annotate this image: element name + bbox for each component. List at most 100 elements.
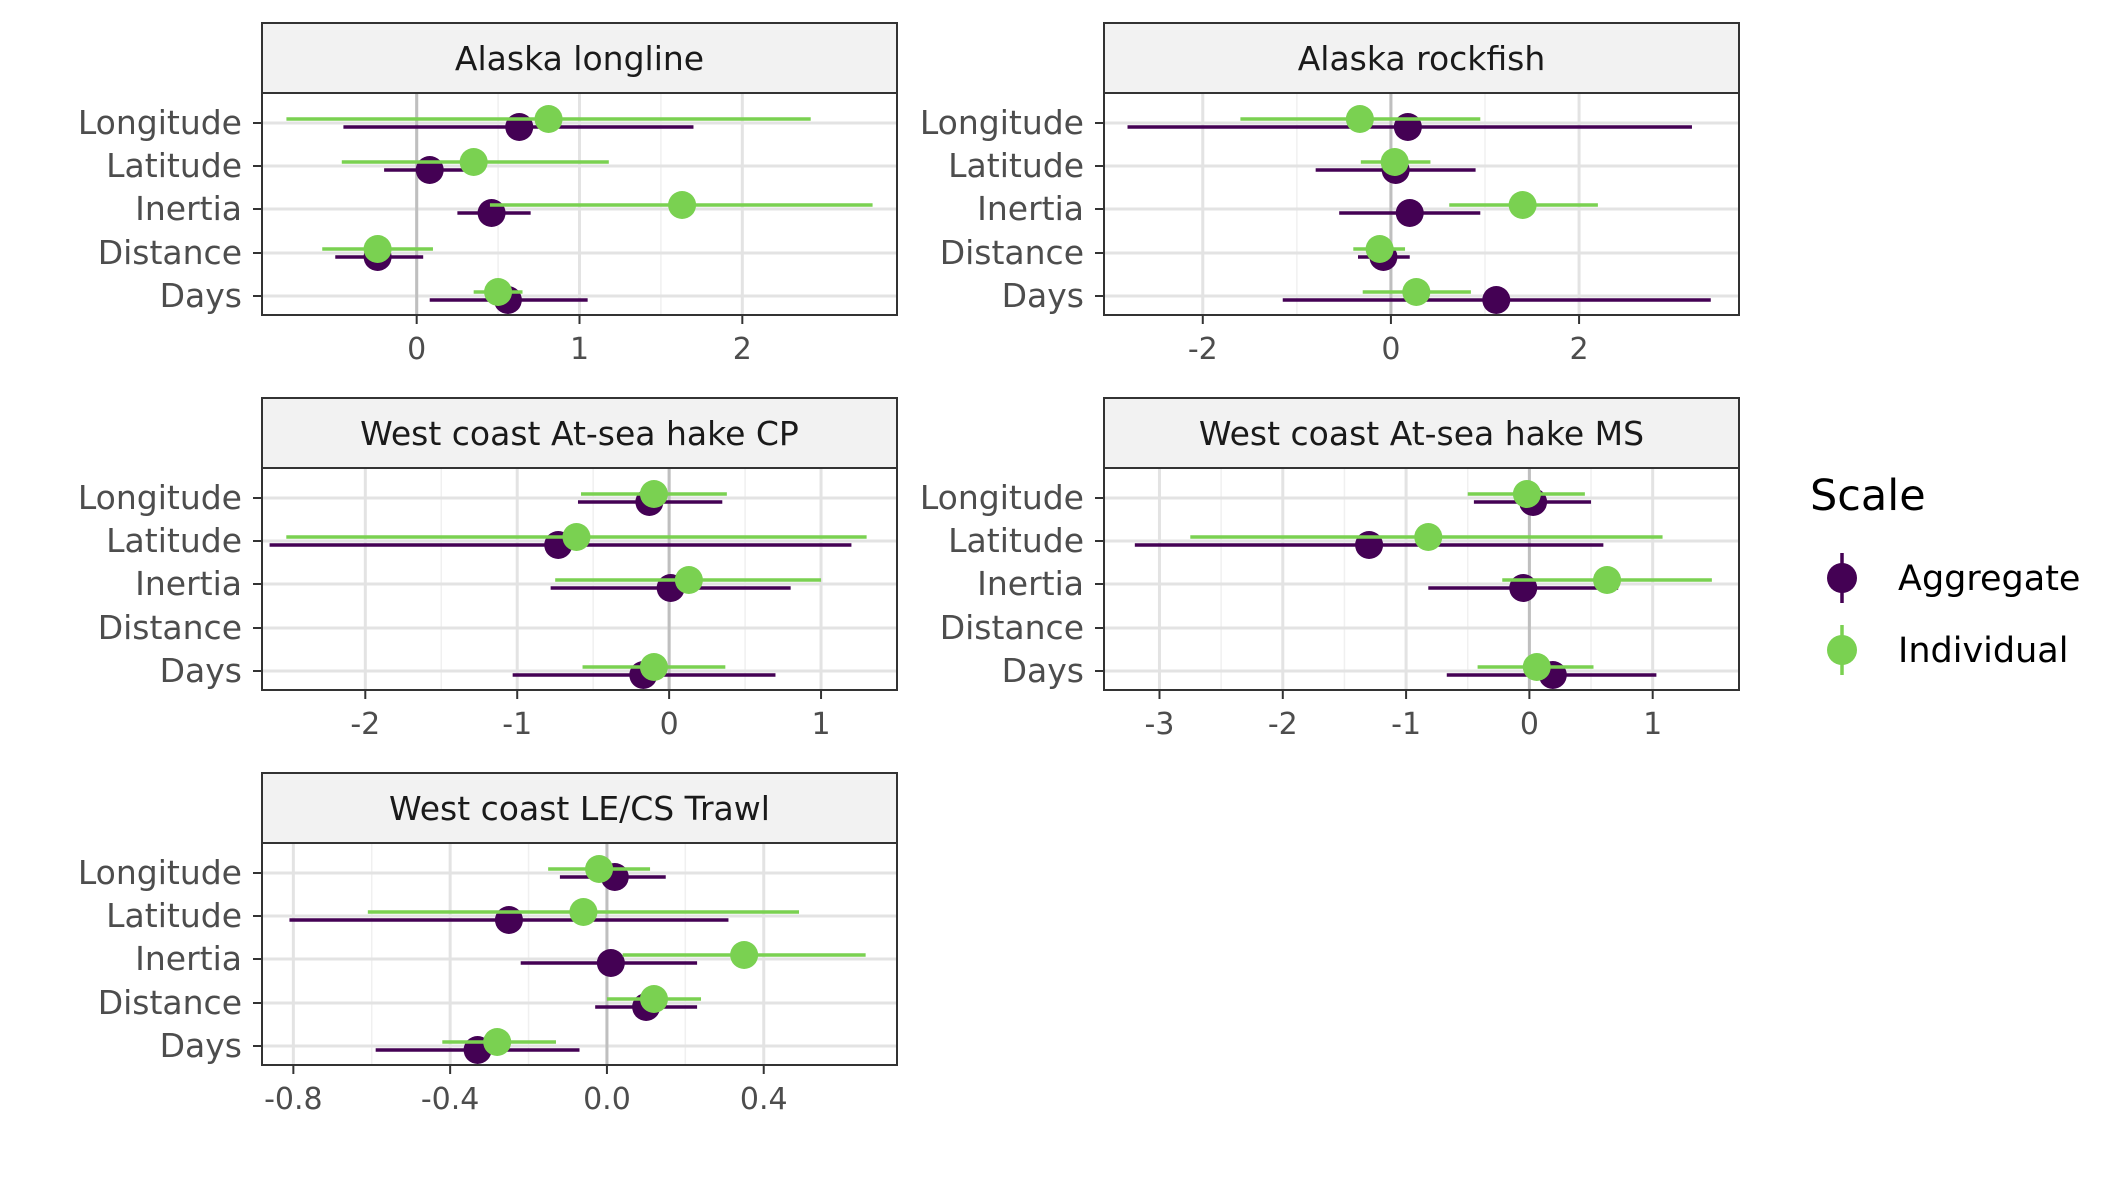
panel-border-alaska-rockfish xyxy=(1103,92,1740,316)
x-tick-label-west-coast-at-sea-hake-ms: -2 xyxy=(1268,707,1298,742)
point-individual-distance xyxy=(363,235,392,263)
x-tick-label-alaska-rockfish: 2 xyxy=(1570,332,1589,367)
x-tick-label-west-coast-at-sea-hake-ms: 0 xyxy=(1520,707,1539,742)
point-individual-inertia xyxy=(730,941,759,969)
point-individual-days xyxy=(484,278,513,306)
point-individual-days xyxy=(1402,278,1431,306)
x-tick-label-west-coast-at-sea-hake-cp: 1 xyxy=(811,707,830,742)
point-aggregate-inertia xyxy=(1395,199,1424,227)
strip-title-alaska-longline: Alaska longline xyxy=(455,39,704,78)
y-tick-label-days: Days xyxy=(160,651,242,690)
point-aggregate-inertia xyxy=(477,199,506,227)
x-tick-label-west-coast-at-sea-hake-ms: -3 xyxy=(1145,707,1175,742)
point-individual-inertia xyxy=(668,191,697,219)
strip-title-west-coast-at-sea-hake-cp: West coast At-sea hake CP xyxy=(360,414,799,453)
point-individual-inertia xyxy=(1593,566,1622,594)
legend: Scale Aggregate Individual xyxy=(1810,471,2080,675)
y-tick-label-distance: Distance xyxy=(940,608,1084,647)
y-tick-label-longitude: Longitude xyxy=(78,853,242,892)
point-individual-latitude xyxy=(569,898,598,926)
x-tick-label-west-coast-le-cs-trawl: 0.0 xyxy=(583,1082,631,1117)
point-individual-days xyxy=(639,653,668,681)
panel-border-west-coast-at-sea-hake-cp xyxy=(261,467,898,691)
legend-label-aggregate: Aggregate xyxy=(1898,559,2080,599)
y-tick-label-inertia: Inertia xyxy=(977,189,1084,228)
panel-border-west-coast-at-sea-hake-ms xyxy=(1103,467,1740,691)
y-tick-label-longitude: Longitude xyxy=(920,103,1084,142)
point-aggregate-inertia xyxy=(596,949,625,977)
legend-items: Aggregate Individual xyxy=(1827,553,2080,675)
point-individual-distance xyxy=(639,985,668,1013)
point-individual-latitude xyxy=(1414,523,1443,551)
x-tick-label-west-coast-at-sea-hake-cp: -2 xyxy=(350,707,380,742)
point-aggregate-inertia xyxy=(1509,574,1538,602)
y-tick-label-longitude: Longitude xyxy=(920,478,1084,517)
y-tick-label-distance: Distance xyxy=(98,233,242,272)
panel-alaska-longline: Alaska longline Longitude Latitude Inertia D… xyxy=(78,22,898,367)
y-tick-label-distance: Distance xyxy=(940,233,1084,272)
facet-panels: Alaska longline Longitude Latitude Inertia D… xyxy=(78,22,1740,1117)
y-tick-label-latitude: Latitude xyxy=(948,521,1084,560)
point-individual-inertia xyxy=(674,566,703,594)
strip-alaska-longline xyxy=(261,22,898,94)
x-tick-label-west-coast-at-sea-hake-ms: 1 xyxy=(1643,707,1662,742)
y-tick-label-latitude: Latitude xyxy=(106,896,242,935)
y-tick-label-days: Days xyxy=(160,276,242,315)
y-tick-label-days: Days xyxy=(1002,651,1084,690)
legend-key-point-aggregate xyxy=(1827,563,1857,593)
point-individual-days xyxy=(483,1028,512,1056)
point-individual-longitude xyxy=(534,105,563,133)
x-tick-label-west-coast-le-cs-trawl: -0.8 xyxy=(264,1082,323,1117)
strip-alaska-rockfish xyxy=(1103,22,1740,94)
panel-alaska-rockfish: Alaska rockfish Longitude Latitude Inertia D… xyxy=(920,22,1740,367)
y-tick-label-longitude: Longitude xyxy=(78,103,242,142)
point-aggregate-longitude xyxy=(505,113,534,141)
point-individual-latitude xyxy=(1380,148,1409,176)
legend-title: Scale xyxy=(1810,471,1926,521)
strip-title-west-coast-le-cs-trawl: West coast LE/CS Trawl xyxy=(389,789,770,828)
strip-title-west-coast-at-sea-hake-ms: West coast At-sea hake MS xyxy=(1199,414,1644,453)
point-individual-longitude xyxy=(639,480,668,508)
point-aggregate-latitude xyxy=(494,906,523,934)
y-tick-label-distance: Distance xyxy=(98,608,242,647)
point-individual-longitude xyxy=(1345,105,1374,133)
x-tick-label-west-coast-le-cs-trawl: 0.4 xyxy=(740,1082,788,1117)
strip-title-alaska-rockfish: Alaska rockfish xyxy=(1298,39,1546,78)
point-individual-distance xyxy=(1365,235,1394,263)
point-individual-longitude xyxy=(1512,480,1541,508)
x-tick-label-west-coast-at-sea-hake-cp: 0 xyxy=(660,707,679,742)
strip-west-coast-le-cs-trawl xyxy=(261,772,898,844)
point-individual-days xyxy=(1522,653,1551,681)
panel-west-coast-at-sea-hake-ms: West coast At-sea hake MS Longitude Latitu… xyxy=(920,397,1740,742)
panel-border-west-coast-le-cs-trawl xyxy=(261,842,898,1066)
x-tick-label-west-coast-le-cs-trawl: -0.4 xyxy=(421,1082,480,1117)
y-tick-label-inertia: Inertia xyxy=(135,564,242,603)
x-tick-label-west-coast-at-sea-hake-cp: -1 xyxy=(502,707,532,742)
x-tick-label-west-coast-at-sea-hake-ms: -1 xyxy=(1391,707,1421,742)
x-tick-label-alaska-longline: 1 xyxy=(570,332,589,367)
x-tick-label-alaska-rockfish: -2 xyxy=(1188,332,1218,367)
point-individual-inertia xyxy=(1508,191,1537,219)
point-individual-latitude xyxy=(562,523,591,551)
point-individual-longitude xyxy=(585,855,614,883)
panel-border-alaska-longline xyxy=(261,92,898,316)
point-aggregate-longitude xyxy=(1393,113,1422,141)
panel-west-coast-at-sea-hake-cp: West coast At-sea hake CP Longitude Latitu… xyxy=(78,397,898,742)
point-individual-latitude xyxy=(459,148,488,176)
y-tick-label-days: Days xyxy=(1002,276,1084,315)
y-tick-label-inertia: Inertia xyxy=(977,564,1084,603)
x-tick-label-alaska-longline: 2 xyxy=(733,332,752,367)
y-tick-label-latitude: Latitude xyxy=(106,521,242,560)
legend-key-point-individual xyxy=(1827,635,1857,665)
y-tick-label-inertia: Inertia xyxy=(135,189,242,228)
strip-west-coast-at-sea-hake-cp xyxy=(261,397,898,469)
point-aggregate-days xyxy=(1482,286,1511,314)
y-tick-label-inertia: Inertia xyxy=(135,939,242,978)
y-tick-label-latitude: Latitude xyxy=(948,146,1084,185)
point-aggregate-latitude xyxy=(415,156,444,184)
legend-label-individual: Individual xyxy=(1898,631,2068,671)
x-tick-label-alaska-longline: 0 xyxy=(407,332,426,367)
panel-west-coast-le-cs-trawl: West coast LE/CS Trawl Longitude Latitude I… xyxy=(78,772,898,1117)
point-aggregate-latitude xyxy=(1355,531,1384,559)
